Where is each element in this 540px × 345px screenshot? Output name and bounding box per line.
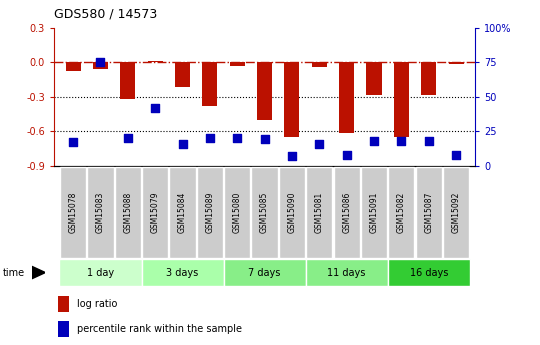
FancyBboxPatch shape <box>87 167 113 258</box>
Text: GSM15087: GSM15087 <box>424 191 433 233</box>
Text: 16 days: 16 days <box>409 268 448 277</box>
FancyBboxPatch shape <box>142 167 168 258</box>
Bar <box>367 62 382 96</box>
Text: GSM15084: GSM15084 <box>178 191 187 233</box>
Bar <box>421 62 436 96</box>
Text: GSM15088: GSM15088 <box>123 191 132 233</box>
Text: percentile rank within the sample: percentile rank within the sample <box>77 324 242 334</box>
Bar <box>58 321 69 337</box>
Text: GSM15085: GSM15085 <box>260 191 269 233</box>
FancyBboxPatch shape <box>443 167 469 258</box>
Text: GSM15092: GSM15092 <box>451 191 461 233</box>
Bar <box>202 62 218 106</box>
Text: GSM15081: GSM15081 <box>315 191 324 233</box>
FancyBboxPatch shape <box>224 167 251 258</box>
Point <box>370 138 379 144</box>
Bar <box>147 61 163 62</box>
Bar <box>449 62 463 65</box>
Bar <box>66 62 80 71</box>
Point <box>315 141 323 146</box>
Text: GSM15080: GSM15080 <box>233 191 242 233</box>
Text: time: time <box>3 268 25 277</box>
Text: log ratio: log ratio <box>77 299 118 309</box>
FancyBboxPatch shape <box>141 259 224 286</box>
FancyBboxPatch shape <box>114 167 141 258</box>
Polygon shape <box>32 266 45 279</box>
Point <box>124 135 132 141</box>
Bar <box>312 62 327 67</box>
FancyBboxPatch shape <box>197 167 223 258</box>
FancyBboxPatch shape <box>59 259 141 286</box>
FancyBboxPatch shape <box>306 259 388 286</box>
Text: GSM15078: GSM15078 <box>69 191 78 233</box>
Point <box>96 59 105 65</box>
FancyBboxPatch shape <box>279 167 305 258</box>
FancyBboxPatch shape <box>224 259 306 286</box>
FancyBboxPatch shape <box>416 167 442 258</box>
Text: GSM15083: GSM15083 <box>96 191 105 233</box>
Bar <box>93 62 108 69</box>
Text: 3 days: 3 days <box>166 268 199 277</box>
Text: GSM15089: GSM15089 <box>205 191 214 233</box>
Point <box>288 153 296 159</box>
Bar <box>394 62 409 137</box>
Text: GSM15091: GSM15091 <box>369 191 379 233</box>
Point <box>206 135 214 141</box>
Bar <box>230 62 245 66</box>
Point <box>151 105 159 110</box>
Text: 11 days: 11 days <box>327 268 366 277</box>
Bar <box>257 62 272 120</box>
Bar <box>285 62 300 137</box>
Point <box>69 139 77 145</box>
FancyBboxPatch shape <box>361 167 387 258</box>
Text: 1 day: 1 day <box>87 268 114 277</box>
Bar <box>120 62 136 99</box>
Point <box>424 138 433 144</box>
Bar <box>339 62 354 134</box>
FancyBboxPatch shape <box>170 167 195 258</box>
Text: GSM15079: GSM15079 <box>151 191 160 233</box>
Bar <box>58 296 69 312</box>
Text: 7 days: 7 days <box>248 268 281 277</box>
Text: GSM15086: GSM15086 <box>342 191 351 233</box>
FancyBboxPatch shape <box>388 259 470 286</box>
FancyBboxPatch shape <box>334 167 360 258</box>
Point <box>178 141 187 146</box>
Text: GDS580 / 14573: GDS580 / 14573 <box>54 8 157 21</box>
FancyBboxPatch shape <box>388 167 415 258</box>
FancyBboxPatch shape <box>60 167 86 258</box>
Text: GSM15082: GSM15082 <box>397 191 406 233</box>
Point <box>260 137 269 142</box>
Point <box>397 138 406 144</box>
Point <box>233 135 241 141</box>
Point <box>342 152 351 157</box>
FancyBboxPatch shape <box>306 167 333 258</box>
Text: GSM15090: GSM15090 <box>287 191 296 233</box>
FancyBboxPatch shape <box>252 167 278 258</box>
Point <box>452 152 461 157</box>
Bar <box>175 62 190 87</box>
